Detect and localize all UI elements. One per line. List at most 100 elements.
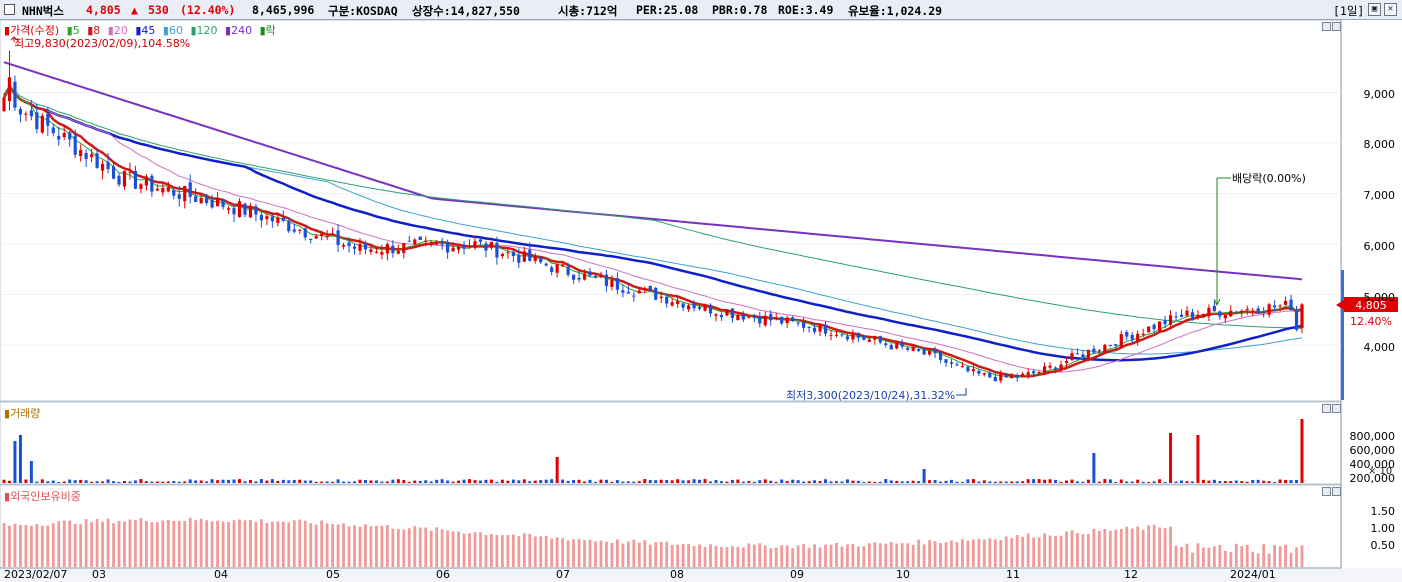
candle bbox=[960, 362, 965, 368]
price-panel-frame bbox=[0, 20, 1342, 402]
period-selector[interactable]: [1일] bbox=[1333, 4, 1365, 18]
candle bbox=[210, 194, 214, 209]
foreign-panel-minimize-button[interactable] bbox=[1322, 487, 1331, 496]
candle-body bbox=[1256, 308, 1260, 314]
volume-bar bbox=[320, 481, 324, 483]
foreign-ratio-bar bbox=[1032, 537, 1036, 567]
legend-price[interactable]: ▮가격(수정) bbox=[4, 24, 60, 37]
price-panel-close-button[interactable] bbox=[1332, 22, 1341, 31]
candle-body bbox=[506, 252, 510, 254]
volume-bar bbox=[506, 480, 510, 483]
foreign-ratio-bar bbox=[292, 520, 296, 567]
foreign-panel-close-button[interactable] bbox=[1332, 487, 1341, 496]
candle-body bbox=[752, 316, 756, 318]
candle bbox=[966, 365, 970, 373]
high-annotation: 최고9,830(2023/02/09),104.58% bbox=[10, 36, 190, 50]
volume-unit-label: × 10 bbox=[1368, 466, 1393, 477]
foreign-ratio-bar bbox=[1070, 530, 1074, 567]
close-button[interactable]: ✕ bbox=[1384, 3, 1397, 16]
candle bbox=[1136, 330, 1140, 346]
candle-body bbox=[144, 176, 148, 186]
foreign-ratio-bar bbox=[873, 542, 877, 567]
stock-name[interactable]: NHN벅스 bbox=[22, 4, 64, 18]
candle bbox=[24, 111, 28, 122]
foreign-ratio-bar bbox=[900, 543, 904, 567]
candle-body bbox=[895, 342, 899, 349]
volume-bar bbox=[248, 480, 252, 483]
candle bbox=[177, 185, 181, 207]
legend-ma240[interactable]: ▮240 bbox=[225, 24, 253, 37]
candle-body bbox=[1283, 300, 1288, 305]
volume-bar bbox=[84, 480, 88, 483]
candle-body bbox=[374, 251, 379, 253]
candle-body bbox=[1234, 311, 1238, 314]
legend-ma120[interactable]: ▮120 bbox=[190, 24, 218, 37]
legend-ma20[interactable]: ▮20 bbox=[107, 24, 128, 37]
price-panel-minimize-button[interactable] bbox=[1322, 22, 1331, 31]
volume-tick: 400,000 bbox=[1350, 458, 1396, 471]
candle-body bbox=[1103, 344, 1107, 352]
volume-legend[interactable]: ▮거래량 bbox=[4, 407, 41, 420]
foreign-ratio-bar bbox=[68, 520, 72, 567]
candle-body bbox=[95, 153, 99, 168]
foreign-ratio-bar bbox=[385, 524, 389, 567]
maximize-button[interactable]: ▣ bbox=[1368, 3, 1381, 16]
volume-bar bbox=[599, 479, 603, 483]
volume-bar bbox=[429, 481, 433, 483]
volume-bar bbox=[270, 479, 274, 483]
candlesticks[interactable] bbox=[2, 50, 1304, 384]
candle-body bbox=[780, 316, 784, 324]
candle-body bbox=[1273, 305, 1277, 308]
legend-drop[interactable]: ▮락 bbox=[259, 24, 276, 37]
foreign-legend[interactable]: ▮외국인보유비중 bbox=[4, 490, 81, 503]
volume-panel-minimize-button[interactable] bbox=[1322, 404, 1331, 413]
candle-body bbox=[210, 199, 214, 208]
legend-ma8[interactable]: ▮8 bbox=[87, 24, 101, 37]
candle-body bbox=[714, 314, 718, 316]
foreign-ratio-bar bbox=[375, 525, 378, 567]
volume-panel-close-button[interactable] bbox=[1332, 404, 1341, 413]
foreign-ratio-bar bbox=[134, 520, 137, 567]
legend-ma45[interactable]: ▮45 bbox=[135, 24, 156, 37]
candle bbox=[128, 162, 132, 180]
per-value: PER:25.08 bbox=[636, 3, 699, 17]
candle-body bbox=[1278, 305, 1282, 307]
candle bbox=[106, 153, 110, 174]
volume-bar bbox=[1086, 479, 1090, 483]
foreign-ratio-bar bbox=[922, 544, 926, 567]
foreign-ratio-bar bbox=[1191, 552, 1194, 567]
foreign-ratio-bar bbox=[144, 521, 148, 567]
foreign-ratio-bar bbox=[982, 539, 986, 567]
foreign-ratio-bar bbox=[303, 520, 307, 567]
stock-chart[interactable]: 최고9,830(2023/02/09),104.58% 최저3,300(2023… bbox=[0, 20, 1402, 582]
price-tick: 4,000 bbox=[1364, 341, 1396, 354]
volume-bar bbox=[57, 481, 61, 483]
volume-bar bbox=[906, 481, 910, 483]
volume-bar bbox=[1180, 480, 1184, 483]
candle-body bbox=[823, 324, 828, 334]
volume-bar bbox=[424, 480, 428, 483]
candle bbox=[736, 312, 740, 321]
legend-ma60[interactable]: ▮60 bbox=[162, 24, 183, 37]
candle bbox=[895, 340, 899, 350]
volume-bar bbox=[604, 479, 608, 483]
foreign-ratio-bar bbox=[714, 545, 718, 567]
candle bbox=[221, 198, 225, 210]
foreign-ratio-bar bbox=[1010, 538, 1014, 567]
foreign-ratio-bar bbox=[1076, 533, 1079, 567]
candle bbox=[692, 300, 696, 312]
candle-body bbox=[1010, 376, 1014, 379]
candle bbox=[1158, 321, 1162, 332]
x-axis-labels: 2023/02/07 03 04 05 06 07 08 09 10 11 12… bbox=[4, 568, 1276, 581]
volume-bar bbox=[665, 480, 669, 483]
candle-body bbox=[845, 336, 850, 340]
legend-ma5[interactable]: ▮5 bbox=[66, 24, 80, 37]
volume-bar bbox=[889, 480, 893, 483]
volume-bar bbox=[829, 481, 833, 483]
candle-body bbox=[511, 251, 515, 257]
candle bbox=[555, 263, 559, 278]
volume-bar bbox=[309, 480, 313, 483]
candle-body bbox=[840, 334, 844, 336]
candle-body bbox=[1092, 348, 1096, 353]
volume-bar bbox=[867, 481, 871, 483]
